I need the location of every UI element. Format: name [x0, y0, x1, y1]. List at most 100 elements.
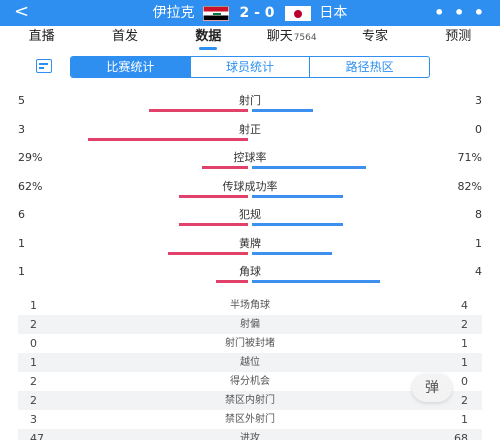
away-stat-bar: [252, 166, 366, 169]
more-options-icon[interactable]: • • •: [434, 3, 486, 22]
table-stat-name: 越位: [240, 357, 260, 368]
tab-label: 专家: [361, 29, 388, 44]
away-table-value: 2: [461, 394, 468, 407]
home-table-value: 2: [30, 375, 37, 388]
away-table-value: 0: [461, 375, 468, 388]
away-stat-bar: [252, 194, 344, 198]
segment-match-stats[interactable]: 比赛统计: [71, 57, 190, 77]
home-stat-bar: [179, 223, 248, 226]
table-row: 2 射偏 2: [18, 315, 482, 334]
calendar-icon[interactable]: [36, 59, 52, 73]
danmaku-button[interactable]: 弹: [412, 374, 452, 402]
away-table-value: 1: [461, 413, 468, 426]
home-stat-value: 62%: [18, 179, 43, 193]
home-stat-bar: [179, 194, 248, 198]
table-row: 2 禁区内射门 2: [18, 391, 482, 410]
chat-count: 7564: [293, 33, 317, 43]
away-stat-bar: [252, 280, 380, 283]
away-stat-value: 0: [475, 122, 482, 136]
home-stat-value: 5: [18, 94, 25, 107]
home-table-value: 1: [30, 299, 37, 312]
stat-name: 传球成功率: [222, 179, 278, 193]
away-stat-value: 82%: [457, 179, 482, 193]
tab-label: 首发: [111, 29, 138, 44]
segment-player-stats[interactable]: 球员统计: [189, 57, 310, 77]
home-table-value: 47: [30, 432, 44, 440]
tab-chat[interactable]: 聊天7564: [250, 26, 333, 50]
stat-row: 29% 控球率 71%: [0, 151, 500, 177]
away-table-value: 68: [454, 432, 468, 440]
stat-name: 黄牌: [239, 236, 261, 250]
away-stat-bar: [252, 109, 313, 112]
home-stat-bar: [216, 280, 248, 283]
home-stat-value: 6: [18, 208, 25, 221]
tab-experts[interactable]: 专家: [333, 26, 416, 50]
away-table-value: 1: [461, 356, 468, 369]
home-stat-bar: [148, 109, 248, 112]
table-row: 1 半场角球 4: [18, 296, 482, 315]
stat-row: 1 黄牌 1: [0, 237, 500, 263]
iraq-flag-icon: [203, 5, 230, 21]
tab-lineup[interactable]: 首发: [83, 26, 166, 50]
away-table-value: 2: [461, 318, 468, 331]
match-score: 2 - 0: [239, 5, 275, 21]
table-row: 1 越位 1: [18, 353, 482, 372]
home-stat-value: 1: [18, 265, 25, 278]
stat-name: 控球率: [233, 151, 267, 164]
table-stat-name: 射偏: [240, 319, 260, 330]
stat-row: 3 射正 0: [0, 123, 500, 149]
home-stat-value: 1: [18, 236, 25, 250]
table-stat-name: 射门被封堵: [225, 338, 275, 349]
japan-flag-icon: [284, 5, 311, 21]
segment-heat-map[interactable]: 路径热区: [309, 57, 429, 77]
away-stat-bar: [252, 251, 332, 255]
tab-label: 预测: [445, 29, 472, 44]
stat-name: 射正: [239, 122, 261, 136]
table-stat-name: 禁区内射门: [225, 395, 275, 406]
stats-segment-row: 比赛统计 球员统计 路径热区: [0, 56, 500, 78]
stat-name: 犯规: [239, 208, 261, 221]
home-stat-bar: [201, 166, 248, 169]
table-stat-name: 得分机会: [230, 376, 270, 387]
away-table-value: 1: [461, 337, 468, 350]
table-row: 0 射门被封堵 1: [18, 334, 482, 353]
table-row: 3 禁区外射门 1: [18, 410, 482, 429]
match-title: 伊拉克 2 - 0 日本: [0, 4, 500, 22]
tab-label: 数据: [195, 29, 222, 44]
back-arrow-icon[interactable]: <: [14, 1, 30, 22]
tab-data[interactable]: 数据: [167, 26, 250, 50]
away-stat-value: 71%: [457, 151, 482, 164]
home-table-value: 2: [30, 318, 37, 331]
home-stat-bar: [88, 137, 248, 141]
table-row: 47 进攻 68: [18, 429, 482, 440]
away-table-value: 4: [461, 299, 468, 312]
tab-label: 直播: [28, 29, 55, 44]
stat-name: 射门: [239, 94, 261, 107]
tab-live[interactable]: 直播: [0, 26, 83, 50]
stat-name: 角球: [239, 265, 261, 278]
stat-row: 1 角球 4: [0, 265, 500, 291]
tab-label: 聊天: [266, 29, 293, 44]
away-team-name: 日本: [319, 5, 348, 21]
home-table-value: 2: [30, 394, 37, 407]
away-stat-value: 4: [475, 265, 482, 278]
away-stat-value: 8: [475, 208, 482, 221]
table-stat-name: 禁区外射门: [225, 414, 275, 425]
tab-prediction[interactable]: 预测: [417, 26, 500, 50]
stats-segmented-control: 比赛统计 球员统计 路径热区: [70, 56, 430, 78]
match-header: < 伊拉克 2 - 0 日本 • • •: [0, 0, 500, 26]
home-stat-value: 3: [18, 122, 25, 136]
table-stat-name: 进攻: [240, 433, 260, 440]
home-table-value: 0: [30, 337, 37, 350]
home-stat-value: 29%: [18, 151, 43, 164]
home-table-value: 1: [30, 356, 37, 369]
stat-row: 62% 传球成功率 82%: [0, 180, 500, 206]
table-row: 2 得分机会 0: [18, 372, 482, 391]
stat-row: 6 犯规 8: [0, 208, 500, 234]
home-table-value: 3: [30, 413, 37, 426]
home-stat-bar: [168, 251, 248, 255]
table-stat-name: 半场角球: [230, 300, 270, 311]
away-stat-bar: [252, 223, 344, 226]
home-team-name: 伊拉克: [152, 5, 195, 21]
main-tabs: 直播 首发 数据 聊天7564 专家 预测: [0, 26, 500, 50]
